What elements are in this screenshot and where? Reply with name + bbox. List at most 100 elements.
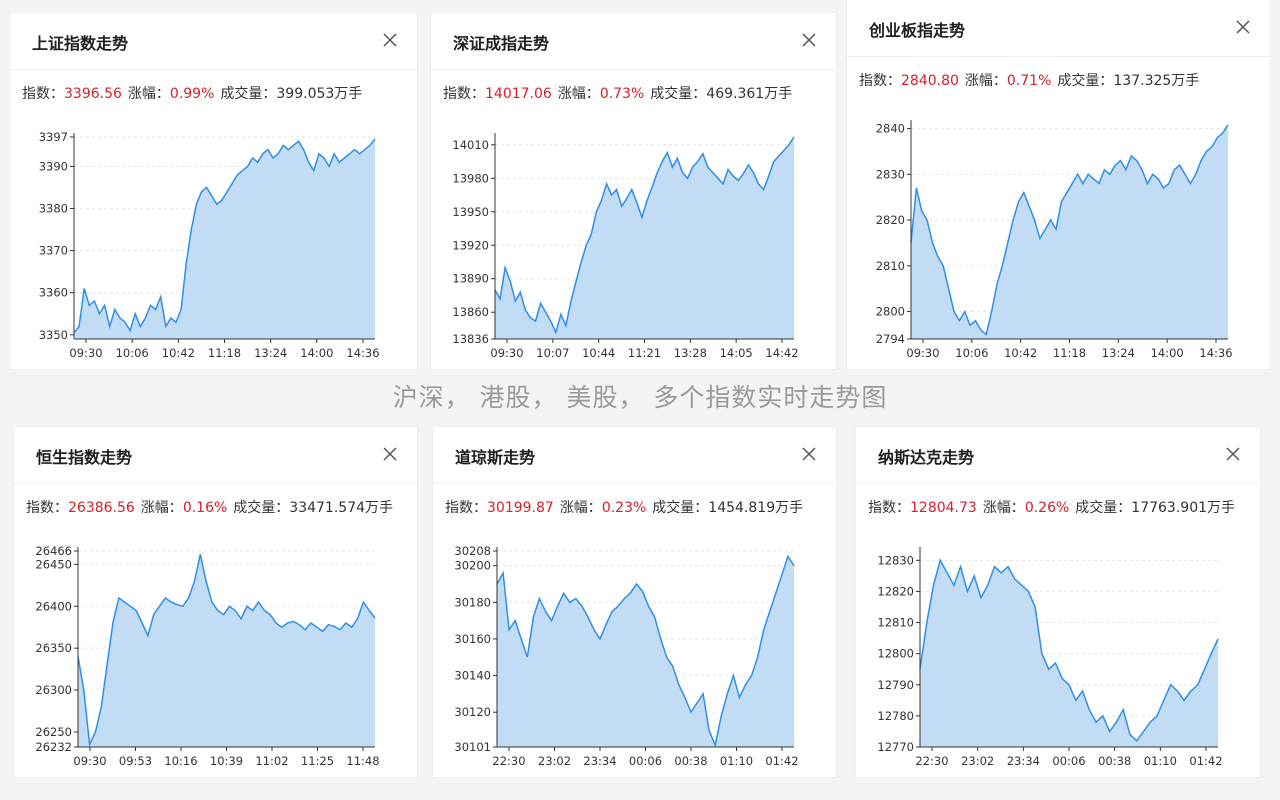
x-tick-label: 14:36: [346, 346, 379, 360]
y-tick-label: 26400: [35, 599, 72, 613]
x-tick-label: 10:07: [536, 346, 569, 360]
index-label: 指数：: [445, 500, 487, 516]
index-card: 上证指数走势 指数：3396.56 涨幅：0.99% 成交量：399.053万手 339…: [10, 13, 417, 369]
price-area: [74, 139, 375, 339]
y-tick-label: 30160: [454, 632, 491, 646]
close-icon: [802, 447, 816, 461]
price-line: [494, 136, 795, 335]
stats-row: 指数：3396.56 涨幅：0.99% 成交量：399.053万手: [22, 83, 411, 103]
volume-label: 成交量：: [220, 86, 277, 102]
change-value: 0.99%: [169, 86, 215, 102]
change-value: 0.73%: [599, 86, 645, 102]
index-value: 12804.73: [910, 500, 977, 516]
card-title: 上证指数走势: [32, 34, 129, 53]
x-tick-label: 22:30: [915, 754, 948, 768]
volume-label: 成交量：: [1057, 73, 1114, 89]
volume-value: 17763.901万手: [1131, 500, 1236, 516]
price-line: [919, 558, 1219, 742]
index-label: 指数：: [26, 500, 68, 516]
x-tick-label: 09:30: [490, 346, 523, 360]
y-tick-label: 30101: [454, 740, 491, 754]
y-tick-label: 12800: [877, 647, 914, 661]
y-tick-label: 12830: [877, 553, 914, 567]
close-button[interactable]: [798, 443, 820, 465]
x-tick-label: 14:36: [1199, 346, 1232, 360]
y-tick-label: 3380: [39, 202, 68, 216]
y-tick-label: 26466: [35, 544, 72, 558]
x-tick-label: 22:30: [492, 754, 525, 768]
price-area: [911, 124, 1228, 340]
y-tick-label: 30200: [454, 559, 491, 573]
close-icon: [383, 447, 397, 461]
y-tick-label: 26350: [35, 641, 72, 655]
x-tick-label: 13:28: [674, 346, 707, 360]
price-area: [495, 137, 794, 339]
price-area: [920, 560, 1218, 747]
y-tick-label: 3360: [39, 286, 68, 300]
stats-row: 指数：14017.06 涨幅：0.73% 成交量：469.361万手: [443, 83, 830, 103]
close-icon: [802, 33, 816, 47]
x-tick-label: 10:44: [582, 346, 615, 360]
x-tick-label: 11:18: [1053, 346, 1086, 360]
close-button[interactable]: [379, 443, 401, 465]
stats-row: 指数：26386.56 涨幅：0.16% 成交量：33471.574万手: [26, 497, 411, 517]
card-header: 创业板指走势: [847, 0, 1270, 57]
y-tick-label: 26232: [35, 740, 72, 754]
close-button[interactable]: [1222, 443, 1244, 465]
volume-label: 成交量：: [652, 500, 709, 516]
change-label: 涨幅：: [557, 86, 600, 102]
y-tick-label: 14010: [452, 138, 489, 152]
price-line: [496, 554, 795, 748]
index-card: 恒生指数走势 指数：26386.56 涨幅：0.16% 成交量：33471.574万手…: [14, 427, 417, 777]
card-title: 纳斯达克走势: [878, 448, 975, 467]
x-tick-label: 10:42: [1004, 346, 1037, 360]
y-tick-label: 3370: [39, 244, 68, 258]
x-tick-label: 09:30: [906, 346, 939, 360]
y-tick-label: 13836: [452, 332, 489, 346]
index-value: 26386.56: [68, 500, 135, 516]
index-card: 深证成指走势 指数：14017.06 涨幅：0.73% 成交量：469.361万手 14…: [431, 13, 836, 369]
index-label: 指数：: [859, 73, 901, 89]
price-area: [497, 556, 794, 747]
volume-value: 137.325万手: [1113, 73, 1200, 89]
card-title: 恒生指数走势: [36, 448, 133, 467]
x-tick-label: 01:42: [1189, 754, 1222, 768]
stats-row: 指数：2840.80 涨幅：0.71% 成交量：137.325万手: [859, 70, 1264, 90]
y-tick-label: 12770: [877, 740, 914, 754]
y-tick-label: 26250: [35, 725, 72, 739]
card-header: 上证指数走势: [10, 13, 417, 70]
x-tick-label: 11:18: [208, 346, 241, 360]
x-tick-label: 11:02: [255, 754, 288, 768]
close-icon: [1226, 447, 1240, 461]
change-value: 0.71%: [1006, 73, 1052, 89]
x-tick-label: 00:06: [629, 754, 662, 768]
card-header: 道琼斯走势: [433, 427, 836, 484]
close-button[interactable]: [379, 29, 401, 51]
y-tick-label: 26300: [35, 683, 72, 697]
index-chart: 14010 13980 13950 13920 13890 13860 1383609:30…: [452, 133, 799, 360]
x-tick-label: 23:02: [538, 754, 571, 768]
x-tick-label: 14:00: [300, 346, 333, 360]
y-tick-label: 13950: [452, 205, 489, 219]
y-tick-label: 2820: [876, 213, 905, 227]
y-tick-label: 2840: [876, 122, 905, 136]
close-button[interactable]: [798, 29, 820, 51]
index-card: 道琼斯走势指数：30199.87 涨幅：0.23% 成交量：1454.819万手 30…: [433, 427, 836, 777]
change-label: 涨幅：: [140, 500, 183, 516]
close-button[interactable]: [1232, 16, 1254, 38]
x-tick-label: 10:39: [210, 754, 243, 768]
index-card: 纳斯达克走势 指数：12804.73 涨幅：0.26% 成交量：17763.901万手…: [856, 427, 1260, 777]
price-line: [910, 124, 1229, 336]
volume-value: 1454.819万手: [708, 500, 804, 516]
x-tick-label: 10:06: [955, 346, 988, 360]
page-caption: 沪深， 港股， 美股， 多个指数实时走势图: [392, 383, 888, 412]
x-tick-label: 00:38: [674, 754, 707, 768]
y-tick-label: 3390: [39, 159, 68, 173]
y-tick-label: 3397: [39, 130, 68, 144]
x-tick-label: 13:24: [254, 346, 287, 360]
stats-row: 指数：30199.87 涨幅：0.23% 成交量：1454.819万手: [445, 497, 830, 517]
x-tick-label: 14:05: [720, 346, 753, 360]
y-tick-label: 26450: [35, 557, 72, 571]
